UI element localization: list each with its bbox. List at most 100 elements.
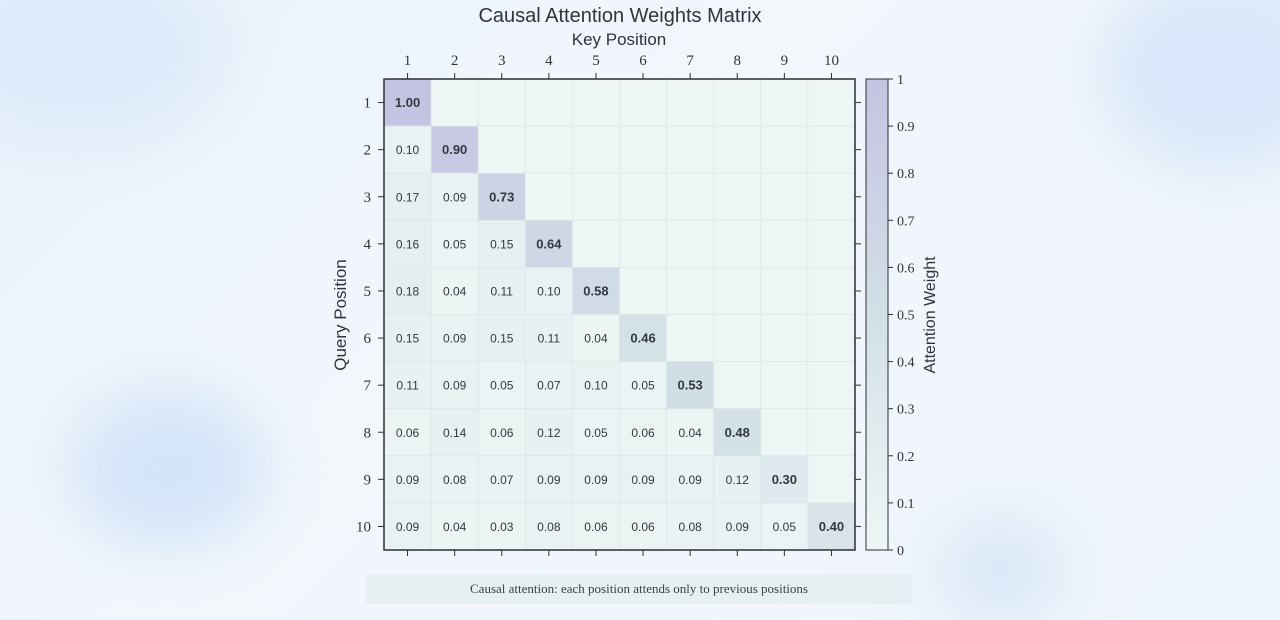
x-tick-label: 3 <box>498 53 506 69</box>
heatmap-cell <box>383 125 432 174</box>
heatmap-cell <box>430 408 479 457</box>
footnote: Causal attention: each position attends … <box>366 574 912 604</box>
heatmap-cell <box>807 408 856 457</box>
colorbar-tick-label: 0.5 <box>897 309 915 324</box>
cell-value-label: 0.12 <box>726 473 750 487</box>
cell-value-label: 0.10 <box>537 284 561 298</box>
y-tick-label: 7 <box>364 378 372 394</box>
y-tick-label: 8 <box>364 425 372 441</box>
x-tick-label: 1 <box>404 53 412 69</box>
heatmap-cell <box>807 78 856 127</box>
colorbar-tick-label: 0.7 <box>897 214 915 229</box>
heatmap-cell <box>713 219 762 268</box>
cell-value-label: 0.04 <box>678 426 702 440</box>
heatmap-cell <box>619 172 667 221</box>
heatmap-cell <box>713 314 762 362</box>
cell-value-label: 0.08 <box>443 473 467 487</box>
heatmap-cell <box>619 125 667 174</box>
cell-value-label: 0.09 <box>443 379 467 393</box>
cell-value-label: 0.09 <box>537 473 561 487</box>
x-tick-label: 2 <box>451 53 459 69</box>
x-tick-label: 9 <box>781 53 789 69</box>
y-axis-label: Query Position <box>331 259 350 371</box>
colorbar-tick-label: 0.1 <box>897 497 915 512</box>
plot-frame <box>383 78 856 551</box>
y-tick-label: 1 <box>364 96 372 112</box>
heatmap-cell <box>477 361 526 410</box>
heatmap-cell <box>666 172 715 221</box>
heatmap-cell <box>524 78 573 127</box>
heatmap-cell <box>807 455 856 504</box>
cell-value-label: 0.53 <box>677 378 702 393</box>
heatmap-cell <box>430 266 479 315</box>
heatmap-cell <box>666 219 715 268</box>
x-tick-label: 6 <box>639 53 647 69</box>
cell-value-label: 0.06 <box>396 426 420 440</box>
heatmap-cell <box>807 314 856 362</box>
heatmap-cell <box>524 172 573 221</box>
cell-value-label: 0.48 <box>725 425 750 440</box>
cell-value-label: 0.09 <box>396 520 420 534</box>
heatmap-cell <box>477 455 526 504</box>
heatmap-cell <box>760 219 809 268</box>
heatmap-cell <box>619 78 667 127</box>
heatmap-cell <box>713 78 762 127</box>
cell-value-label: 0.46 <box>630 331 655 346</box>
heatmap-cell <box>572 502 620 551</box>
x-axis-label: Key Position <box>572 30 667 49</box>
heatmap-cell <box>760 314 809 362</box>
x-tick-label: 8 <box>734 53 742 69</box>
heatmap-cell <box>430 314 479 362</box>
heatmap-cell <box>807 172 856 221</box>
heatmap-cell <box>383 361 432 410</box>
heatmap-cell <box>477 78 526 127</box>
cell-value-label: 0.09 <box>631 473 655 487</box>
cell-value-label: 0.58 <box>583 283 608 298</box>
heatmap-cell <box>760 502 809 551</box>
cell-value-label: 0.06 <box>490 426 514 440</box>
heatmap-cell <box>807 361 856 410</box>
cell-value-label: 0.09 <box>726 520 750 534</box>
cell-value-label: 0.04 <box>443 520 467 534</box>
heatmap-cell <box>619 266 667 315</box>
cell-value-label: 0.05 <box>773 520 797 534</box>
cell-value-label: 0.09 <box>678 473 702 487</box>
cell-value-label: 0.07 <box>537 379 561 393</box>
cell-value-label: 0.18 <box>396 284 420 298</box>
heatmap-cell <box>713 361 762 410</box>
heatmap-cell <box>430 219 479 268</box>
cell-value-label: 0.08 <box>678 520 702 534</box>
colorbar: 0 0.1 0.2 0.3 0.4 0.5 0.6 0.7 0.8 0.9 1 <box>865 73 915 559</box>
x-tick-label: 10 <box>824 53 839 69</box>
heatmap-cell <box>807 125 856 174</box>
heatmap-cell <box>666 266 715 315</box>
heatmap-cell <box>572 266 620 315</box>
cell-value-label: 0.05 <box>631 379 655 393</box>
heatmap-cell <box>430 125 479 174</box>
cell-value-label: 0.64 <box>536 236 562 251</box>
heatmap-cell <box>666 361 715 410</box>
heatmap-cell <box>666 78 715 127</box>
cell-value-label: 0.10 <box>584 379 608 393</box>
heatmap-cell <box>760 266 809 315</box>
cell-value-label: 0.09 <box>443 190 467 204</box>
cell-value-label: 0.11 <box>396 379 419 393</box>
heatmap-cell <box>619 361 667 410</box>
heatmap-cell <box>383 502 432 551</box>
heatmap-cell <box>572 314 620 362</box>
y-tick-label: 10 <box>356 519 371 535</box>
cell-labels: 1.00 0.10 0.90 0.17 0.09 0.73 0.16 0.05 0.15 0.64… <box>395 95 844 534</box>
colorbar-tick-label: 0 <box>897 544 904 559</box>
cell-value-label: 0.05 <box>443 237 467 251</box>
footnote-text: Causal attention: each position attends … <box>470 581 808 596</box>
heatmap-cell <box>619 502 667 551</box>
heatmap-cell <box>430 78 479 127</box>
heatmap-cell <box>807 502 856 551</box>
heatmap-cell <box>760 408 809 457</box>
heatmap-cell <box>430 502 479 551</box>
heatmap-cell <box>524 361 573 410</box>
cell-value-label: 0.04 <box>443 284 467 298</box>
cell-value-label: 0.40 <box>819 519 844 534</box>
heatmap-cell <box>760 125 809 174</box>
chart-title: Causal Attention Weights Matrix <box>478 5 761 27</box>
